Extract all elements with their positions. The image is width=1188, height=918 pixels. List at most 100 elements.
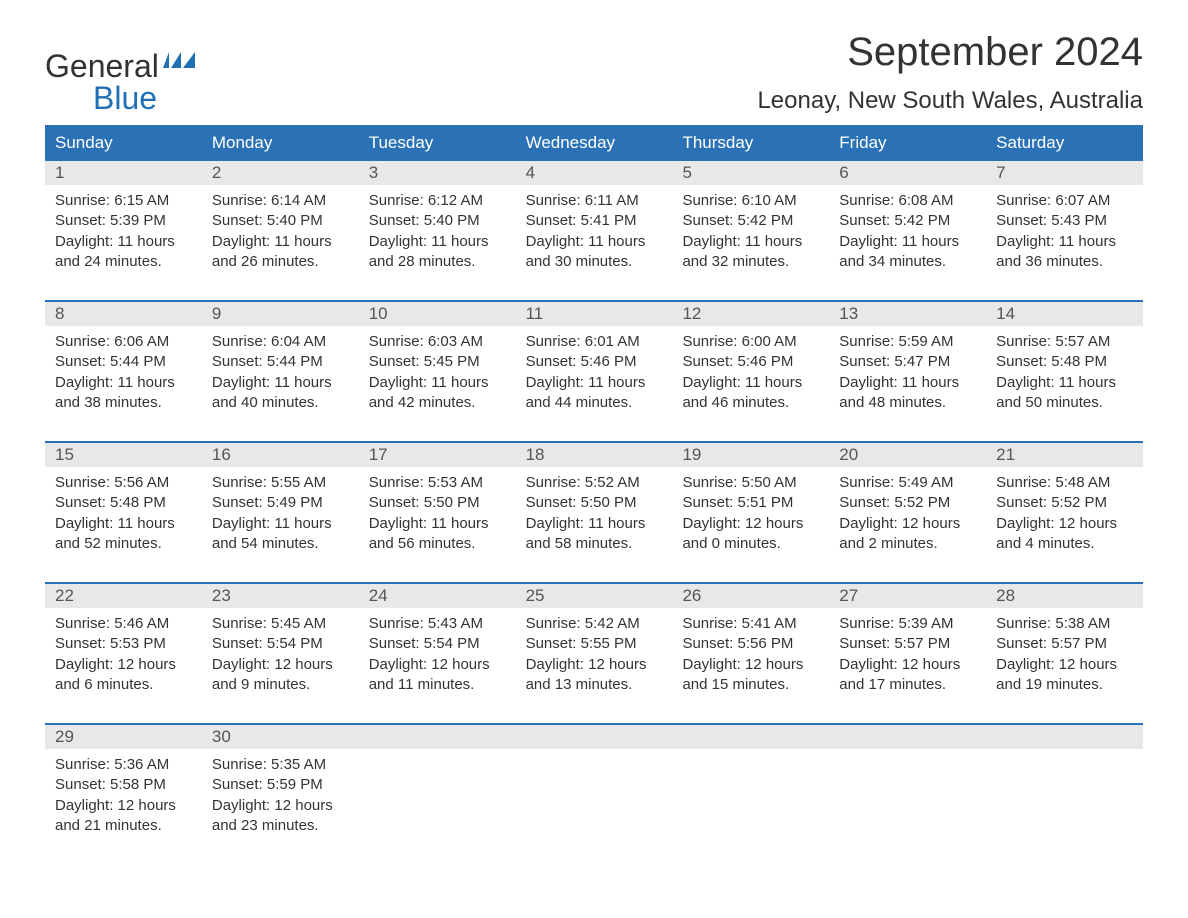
weekday-header: Saturday (986, 125, 1143, 161)
week-row: 22Sunrise: 5:46 AMSunset: 5:53 PMDayligh… (45, 582, 1143, 705)
day-cell: 9Sunrise: 6:04 AMSunset: 5:44 PMDaylight… (202, 302, 359, 423)
sunset-text: Sunset: 5:53 PM (55, 634, 192, 654)
day-cell: 14Sunrise: 5:57 AMSunset: 5:48 PMDayligh… (986, 302, 1143, 423)
sunset-text: Sunset: 5:46 PM (526, 352, 663, 372)
sunset-text: Sunset: 5:50 PM (526, 493, 663, 513)
day-content: Sunrise: 6:03 AMSunset: 5:45 PMDaylight:… (359, 326, 516, 423)
daylight-text: Daylight: 12 hours and 17 minutes. (839, 655, 976, 696)
day-content: Sunrise: 6:15 AMSunset: 5:39 PMDaylight:… (45, 185, 202, 282)
daylight-text: Daylight: 12 hours and 6 minutes. (55, 655, 192, 696)
day-number: 18 (516, 443, 673, 467)
day-content: Sunrise: 5:57 AMSunset: 5:48 PMDaylight:… (986, 326, 1143, 423)
day-content: Sunrise: 5:45 AMSunset: 5:54 PMDaylight:… (202, 608, 359, 705)
day-cell: 3Sunrise: 6:12 AMSunset: 5:40 PMDaylight… (359, 161, 516, 282)
week-row: 29Sunrise: 5:36 AMSunset: 5:58 PMDayligh… (45, 723, 1143, 846)
day-content: Sunrise: 5:46 AMSunset: 5:53 PMDaylight:… (45, 608, 202, 705)
day-content: Sunrise: 5:53 AMSunset: 5:50 PMDaylight:… (359, 467, 516, 564)
day-cell: 12Sunrise: 6:00 AMSunset: 5:46 PMDayligh… (672, 302, 829, 423)
day-content: Sunrise: 6:08 AMSunset: 5:42 PMDaylight:… (829, 185, 986, 282)
day-content: Sunrise: 5:35 AMSunset: 5:59 PMDaylight:… (202, 749, 359, 846)
sunset-text: Sunset: 5:52 PM (996, 493, 1133, 513)
weekday-header-row: Sunday Monday Tuesday Wednesday Thursday… (45, 125, 1143, 161)
daylight-text: Daylight: 11 hours and 32 minutes. (682, 232, 819, 273)
day-cell: 13Sunrise: 5:59 AMSunset: 5:47 PMDayligh… (829, 302, 986, 423)
day-cell: 1Sunrise: 6:15 AMSunset: 5:39 PMDaylight… (45, 161, 202, 282)
sunrise-text: Sunrise: 6:12 AM (369, 191, 506, 211)
logo-text-block: General Blue (45, 50, 195, 114)
day-cell: 24Sunrise: 5:43 AMSunset: 5:54 PMDayligh… (359, 584, 516, 705)
logo-text-general: General (45, 48, 159, 84)
sunrise-text: Sunrise: 5:46 AM (55, 614, 192, 634)
day-content: Sunrise: 6:00 AMSunset: 5:46 PMDaylight:… (672, 326, 829, 423)
sunrise-text: Sunrise: 6:15 AM (55, 191, 192, 211)
sunrise-text: Sunrise: 6:10 AM (682, 191, 819, 211)
day-cell: 18Sunrise: 5:52 AMSunset: 5:50 PMDayligh… (516, 443, 673, 564)
day-number: 2 (202, 161, 359, 185)
day-content: Sunrise: 6:06 AMSunset: 5:44 PMDaylight:… (45, 326, 202, 423)
week-row: 15Sunrise: 5:56 AMSunset: 5:48 PMDayligh… (45, 441, 1143, 564)
day-cell: 28Sunrise: 5:38 AMSunset: 5:57 PMDayligh… (986, 584, 1143, 705)
daylight-text: Daylight: 11 hours and 56 minutes. (369, 514, 506, 555)
day-cell: 21Sunrise: 5:48 AMSunset: 5:52 PMDayligh… (986, 443, 1143, 564)
daylight-text: Daylight: 11 hours and 46 minutes. (682, 373, 819, 414)
day-cell: 17Sunrise: 5:53 AMSunset: 5:50 PMDayligh… (359, 443, 516, 564)
sunrise-text: Sunrise: 5:55 AM (212, 473, 349, 493)
day-number: 17 (359, 443, 516, 467)
sunset-text: Sunset: 5:59 PM (212, 775, 349, 795)
sunrise-text: Sunrise: 6:00 AM (682, 332, 819, 352)
day-cell (829, 725, 986, 846)
day-content: Sunrise: 5:41 AMSunset: 5:56 PMDaylight:… (672, 608, 829, 705)
daylight-text: Daylight: 11 hours and 52 minutes. (55, 514, 192, 555)
day-cell: 27Sunrise: 5:39 AMSunset: 5:57 PMDayligh… (829, 584, 986, 705)
sunset-text: Sunset: 5:40 PM (212, 211, 349, 231)
sunrise-text: Sunrise: 5:42 AM (526, 614, 663, 634)
daylight-text: Daylight: 12 hours and 13 minutes. (526, 655, 663, 696)
sunset-text: Sunset: 5:58 PM (55, 775, 192, 795)
day-number: 3 (359, 161, 516, 185)
sunrise-text: Sunrise: 6:07 AM (996, 191, 1133, 211)
day-number (672, 725, 829, 749)
day-number: 4 (516, 161, 673, 185)
day-number: 29 (45, 725, 202, 749)
sunset-text: Sunset: 5:56 PM (682, 634, 819, 654)
day-number: 1 (45, 161, 202, 185)
day-cell: 10Sunrise: 6:03 AMSunset: 5:45 PMDayligh… (359, 302, 516, 423)
day-number: 15 (45, 443, 202, 467)
calendar: Sunday Monday Tuesday Wednesday Thursday… (45, 125, 1143, 846)
day-number: 12 (672, 302, 829, 326)
sunset-text: Sunset: 5:44 PM (55, 352, 192, 372)
day-content: Sunrise: 5:36 AMSunset: 5:58 PMDaylight:… (45, 749, 202, 846)
sunrise-text: Sunrise: 6:03 AM (369, 332, 506, 352)
sunset-text: Sunset: 5:46 PM (682, 352, 819, 372)
daylight-text: Daylight: 12 hours and 9 minutes. (212, 655, 349, 696)
sunrise-text: Sunrise: 5:53 AM (369, 473, 506, 493)
day-number (829, 725, 986, 749)
day-cell: 20Sunrise: 5:49 AMSunset: 5:52 PMDayligh… (829, 443, 986, 564)
day-number (359, 725, 516, 749)
day-content: Sunrise: 5:38 AMSunset: 5:57 PMDaylight:… (986, 608, 1143, 705)
day-number: 6 (829, 161, 986, 185)
day-cell: 30Sunrise: 5:35 AMSunset: 5:59 PMDayligh… (202, 725, 359, 846)
daylight-text: Daylight: 12 hours and 2 minutes. (839, 514, 976, 555)
day-cell: 6Sunrise: 6:08 AMSunset: 5:42 PMDaylight… (829, 161, 986, 282)
sunrise-text: Sunrise: 6:06 AM (55, 332, 192, 352)
day-number: 25 (516, 584, 673, 608)
weekday-header: Thursday (672, 125, 829, 161)
daylight-text: Daylight: 11 hours and 36 minutes. (996, 232, 1133, 273)
sunset-text: Sunset: 5:57 PM (839, 634, 976, 654)
daylight-text: Daylight: 11 hours and 28 minutes. (369, 232, 506, 273)
location-text: Leonay, New South Wales, Australia (757, 87, 1143, 115)
day-number (516, 725, 673, 749)
day-content: Sunrise: 6:11 AMSunset: 5:41 PMDaylight:… (516, 185, 673, 282)
sunset-text: Sunset: 5:43 PM (996, 211, 1133, 231)
day-content: Sunrise: 6:14 AMSunset: 5:40 PMDaylight:… (202, 185, 359, 282)
day-content: Sunrise: 5:42 AMSunset: 5:55 PMDaylight:… (516, 608, 673, 705)
day-number: 13 (829, 302, 986, 326)
sunrise-text: Sunrise: 6:08 AM (839, 191, 976, 211)
day-number: 9 (202, 302, 359, 326)
title-block: September 2024 Leonay, New South Wales, … (757, 30, 1143, 115)
weekday-header: Tuesday (359, 125, 516, 161)
sunset-text: Sunset: 5:41 PM (526, 211, 663, 231)
daylight-text: Daylight: 11 hours and 44 minutes. (526, 373, 663, 414)
daylight-text: Daylight: 12 hours and 19 minutes. (996, 655, 1133, 696)
